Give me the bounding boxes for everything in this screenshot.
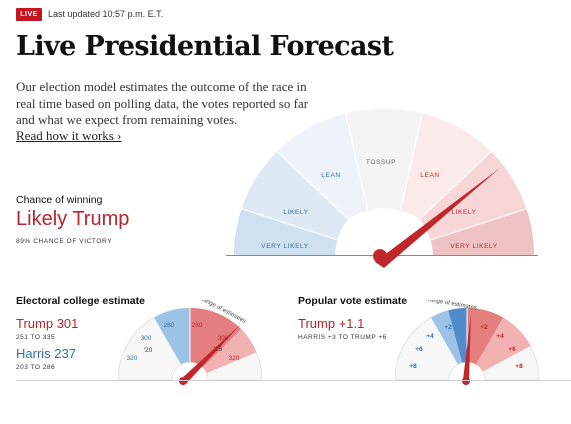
popular-tick-4-harris: +4 xyxy=(426,333,434,340)
gauge-label-tossup: TOSSUP xyxy=(366,159,396,166)
electoral-tick-300-trump: 300 xyxy=(218,335,229,342)
popular-needle-pivot xyxy=(462,377,470,385)
electoral-tick-320-harris: 320 xyxy=(127,355,138,362)
gauge-label-likely-harris: LIKELY xyxy=(283,209,308,216)
popular-harris-core-band xyxy=(448,307,467,363)
electoral-tick-320-trump: 320 xyxy=(229,355,240,362)
gauge-needle-pivot xyxy=(373,249,387,263)
popular-tick-6-harris: +6 xyxy=(415,346,423,353)
popular-vote-range: HARRIS +3 TO TRUMP +6 xyxy=(298,334,387,341)
gauge-label-likely-trump: LIKELY xyxy=(451,209,476,216)
electoral-harris-estimate: Harris 237 xyxy=(16,346,76,361)
popular-vote-title: Popular vote estimate xyxy=(298,295,408,307)
electoral-past-2020: '20 xyxy=(144,347,153,354)
chance-of-winning-label: Chance of winning xyxy=(16,194,103,206)
popular-tick-2-trump: +2 xyxy=(480,324,488,331)
electoral-harris-range-band xyxy=(154,307,190,365)
gauge-segment-very-likely-harris xyxy=(234,208,338,255)
gauge-segment-lean-harris xyxy=(276,113,368,220)
last-updated-text: Last updated 10:57 p.m. E.T. xyxy=(48,9,164,19)
electoral-tick-300-harris: 300 xyxy=(141,335,152,342)
gauge-segment-likely-trump xyxy=(419,151,527,241)
popular-tick-8-trump: +8 xyxy=(515,363,523,370)
electoral-needle xyxy=(180,324,241,384)
electoral-trump-core-band xyxy=(190,307,241,368)
popular-tick-8-harris: +8 xyxy=(409,363,417,370)
live-badge: LIVE xyxy=(16,8,42,21)
gauge-label-lean-harris: LEAN xyxy=(321,172,340,179)
electoral-needle-pivot xyxy=(179,377,187,385)
read-how-it-works-link[interactable]: Read how it works › xyxy=(16,128,122,143)
popular-tick-6-trump: +6 xyxy=(508,346,516,353)
popular-tick-4-trump: +4 xyxy=(496,333,504,340)
popular-range-label: Range of estimates xyxy=(425,300,477,311)
chance-gauge: VERY LIKELY LIKELY LEAN TOSSUP LEAN LIKE… xyxy=(226,108,538,268)
gauge-label-very-likely-trump: VERY LIKELY xyxy=(450,243,497,250)
gauge-label-very-likely-harris: VERY LIKELY xyxy=(261,243,308,250)
electoral-trump-estimate: Trump 301 xyxy=(16,316,79,331)
popular-needle xyxy=(463,314,471,381)
chance-of-winning-value: Likely Trump xyxy=(16,208,130,230)
electoral-trump-range: 251 TO 335 xyxy=(16,334,56,341)
chance-of-victory-text: 89% CHANCE OF VICTORY xyxy=(16,238,113,245)
popular-vote-estimate: Trump +1.1 xyxy=(298,316,365,331)
electoral-past-2016: '16 xyxy=(214,346,223,353)
page-title: Live Presidential Forecast xyxy=(16,31,394,62)
electoral-tick-280-trump: 280 xyxy=(192,322,203,329)
popular-tick-2-harris: +2 xyxy=(444,324,452,331)
gauge-segment-tossup xyxy=(345,108,423,212)
section-divider xyxy=(16,380,571,381)
intro-text: Our election model estimates the outcome… xyxy=(16,79,309,127)
popular-trump-core-band xyxy=(467,307,503,365)
electoral-tick-280-harris: 280 xyxy=(164,322,175,329)
gauge-segment-very-likely-trump xyxy=(430,208,534,255)
gauge-needle xyxy=(375,168,500,268)
gauge-label-lean-trump: LEAN xyxy=(420,172,439,179)
electoral-harris-range: 203 TO 286 xyxy=(16,364,56,371)
electoral-gauge: 320 300 280 280 300 320 '20 '16 Range of… xyxy=(110,300,270,385)
electoral-college-title: Electoral college estimate xyxy=(16,295,145,307)
gauge-segment-lean-trump xyxy=(400,113,492,220)
gauge-segment-likely-harris xyxy=(241,151,349,241)
popular-vote-gauge: +8 +6 +4 +2 +2 +4 +6 +8 Range of estimat… xyxy=(392,300,542,385)
